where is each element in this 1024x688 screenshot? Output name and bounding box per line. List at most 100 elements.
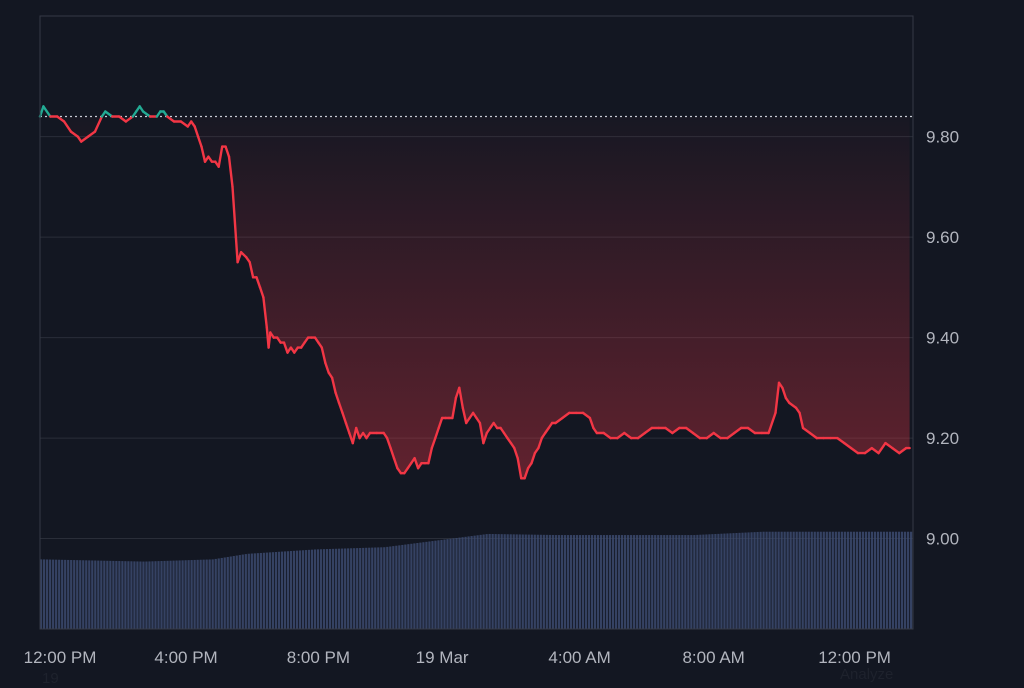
volume-bar (675, 535, 678, 629)
volume-bar (497, 534, 500, 629)
volume-bar (590, 535, 594, 629)
volume-bar (708, 534, 711, 629)
volume-bar (611, 535, 615, 629)
volume-bar (864, 531, 868, 629)
volume-bar (428, 541, 431, 629)
volume-bar (220, 557, 223, 629)
volume-bar (148, 561, 151, 629)
x-tick-label: 12:00 PM (818, 648, 891, 667)
volume-bar (545, 534, 548, 629)
volume-bar (732, 533, 735, 629)
volume-bar (897, 531, 901, 629)
price-segment (413, 457, 420, 470)
price-segment (870, 446, 880, 455)
y-tick-label: 9.80 (926, 128, 959, 147)
volume-bar (151, 561, 154, 629)
price-segment (616, 431, 626, 440)
volume-bar (551, 534, 554, 629)
volume-bar (605, 535, 609, 629)
area-fill (40, 116, 910, 479)
y-tick-label: 9.60 (926, 228, 959, 247)
volume-bar (407, 544, 410, 629)
price-segment (801, 426, 812, 435)
volume-bar (642, 535, 645, 629)
price-segment (217, 145, 224, 168)
volume-bar (160, 561, 163, 629)
volume-bar (289, 551, 293, 629)
volume-bar (756, 531, 759, 629)
price-line[interactable] (38, 105, 911, 480)
volume-bar (133, 561, 136, 629)
volume-bar (139, 561, 142, 629)
volume-bar (539, 534, 542, 629)
volume-bar (792, 531, 795, 629)
volume-bar (97, 560, 100, 629)
volume-bar (816, 531, 819, 629)
volume-bar (49, 559, 52, 629)
volume-bar (316, 549, 320, 629)
price-segment (258, 286, 265, 299)
volume-bar (52, 559, 55, 629)
volume-bar (765, 531, 768, 629)
volume-bar (187, 560, 190, 629)
volume-bar (518, 534, 521, 629)
y-tick-label: 9.00 (926, 530, 959, 549)
price-segment (808, 431, 818, 440)
volume-bar (852, 531, 855, 629)
price-segment (623, 431, 633, 440)
analyze-overlay-text[interactable]: Analyze (840, 666, 893, 683)
volume-bar (398, 545, 401, 629)
volume-bar (639, 535, 642, 629)
volume-bar (61, 559, 64, 629)
volume-bar (196, 559, 199, 629)
volume-bar (681, 535, 684, 629)
price-segment (236, 250, 243, 264)
volume-bar (593, 535, 597, 629)
price-segment (334, 391, 341, 405)
volume-bar (259, 552, 262, 629)
volume-bar (780, 531, 783, 629)
volume-bar (265, 552, 268, 629)
volume-bar (73, 560, 76, 629)
volume-bar (244, 554, 247, 629)
volume-bar (663, 535, 666, 629)
volume-bar (295, 550, 299, 629)
volume-bar (88, 560, 91, 629)
overlay-fragment-text: 19 (42, 670, 59, 683)
volume-bar (226, 556, 229, 629)
price-segment (344, 421, 351, 435)
volume-bar (494, 534, 497, 629)
volume-bar (687, 535, 690, 629)
volume-bar (449, 538, 452, 629)
price-segment (863, 446, 873, 455)
volume-bar (341, 548, 344, 629)
volume-bar (723, 533, 726, 629)
volume-bar (726, 533, 729, 629)
volume-bar (909, 531, 913, 629)
volume-bar (876, 531, 880, 629)
volume-bar (584, 535, 588, 629)
volume-bar (774, 531, 777, 629)
volume-bar (109, 560, 112, 629)
volume-bar (624, 535, 627, 629)
plot-frame (39, 15, 914, 630)
price-segment (774, 381, 781, 415)
volume-bar (262, 552, 265, 629)
volume-bar (630, 535, 633, 629)
volume-bar (596, 535, 600, 629)
price-segment (430, 436, 437, 450)
volume-bar (488, 533, 491, 629)
volume-bar (440, 539, 443, 629)
volume-bar (118, 561, 121, 629)
price-segment (636, 431, 647, 440)
volume-bar (241, 554, 244, 629)
volume-bar (849, 531, 852, 629)
volume-bar (395, 545, 398, 629)
volume-bar (389, 546, 392, 629)
price-segment (337, 401, 344, 415)
volume-bar (581, 535, 585, 629)
volume-bar (362, 547, 365, 629)
volume-bar (205, 559, 208, 629)
